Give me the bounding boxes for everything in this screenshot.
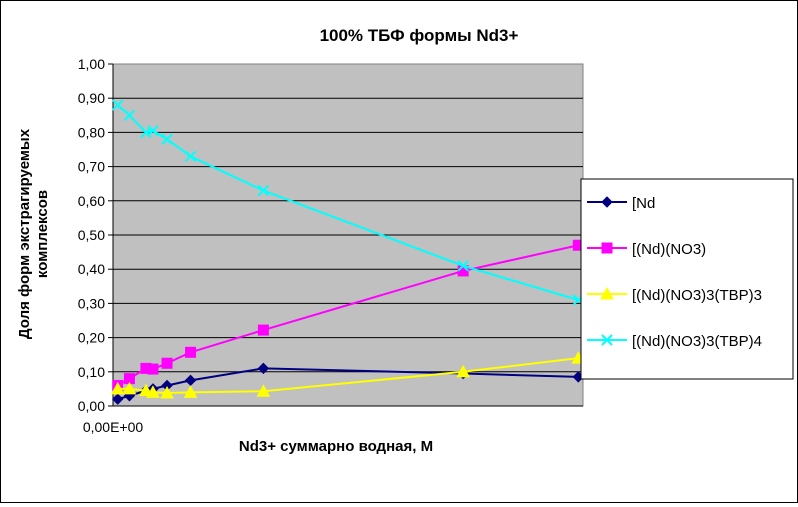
legend-box	[580, 178, 794, 380]
series-point	[110, 381, 125, 395]
legend-items: [Nd [(Nd)(NO3) [(Nd)(NO3)3(TBP)3 [(Nd)(NO3)…	[587, 195, 762, 350]
legend-entry: [(Nd)(NO3)3(TBP)4	[587, 333, 762, 350]
y-tick-label: 0,00	[78, 398, 105, 414]
y-tick-label: 0,90	[78, 90, 105, 106]
series-point	[147, 124, 159, 137]
legend-entry: [(Nd)(NO3)3(TBP)3	[587, 286, 762, 304]
series-3	[110, 351, 586, 399]
legend-label: [(Nd)(NO3)3(TBP)3	[632, 287, 762, 304]
series-point	[457, 260, 469, 272]
legend-label: [Nd	[632, 195, 655, 212]
series-point	[161, 133, 173, 145]
legend-entry: [(Nd)(NO3)	[587, 241, 706, 258]
series-point	[122, 381, 137, 395]
series-point	[257, 184, 270, 197]
series-point	[257, 324, 269, 336]
series-point	[183, 385, 198, 398]
legend-swatch-marker	[601, 196, 613, 208]
chart-title: 100% ТБФ формы Nd3+	[320, 26, 519, 45]
y-axis-label-line-1: Доля форм экстрагируемых	[16, 128, 33, 339]
legend-swatch-marker	[600, 286, 614, 300]
legend-label: [(Nd)(NO3)3(TBP)4	[632, 333, 762, 350]
y-tick-label: 0,80	[78, 124, 105, 140]
legend-label: [(Nd)(NO3)	[632, 241, 706, 258]
series-point	[184, 150, 197, 163]
y-tick-label: 0,50	[78, 227, 105, 243]
y-axis-label: Доля форм экстрагируемых комплексов	[16, 128, 51, 339]
y-tick-label: 0,30	[78, 295, 105, 311]
series-point	[160, 385, 174, 399]
y-tick-label: 0,60	[78, 193, 105, 209]
series-point	[256, 384, 271, 397]
y-axis-label-line-2: комплексов	[34, 190, 51, 278]
series-point	[111, 393, 124, 405]
series-point	[257, 362, 270, 375]
series-point	[456, 364, 470, 378]
legend-swatch-marker	[601, 334, 613, 346]
x-tick-label: 0,00E+00	[83, 419, 144, 435]
y-tick-label: 0,70	[78, 159, 105, 175]
series-point	[185, 346, 197, 358]
legend-entry: [Nd	[587, 195, 655, 212]
gridlines	[113, 97, 583, 373]
x-axis-label: Nd3+ суммарно водная, М	[239, 438, 433, 455]
series-point	[146, 385, 160, 398]
series-point	[147, 363, 159, 375]
y-tick-label: 0,40	[78, 261, 105, 277]
y-tick-label: 0,10	[78, 364, 105, 380]
legend: [Nd [(Nd)(NO3) [(Nd)(NO3)3(TBP)3 [(Nd)(NO3)…	[580, 178, 794, 380]
y-tick-label: 1,00	[78, 56, 105, 72]
series-point	[123, 109, 136, 122]
y-ticks: 0,00 0,10 0,20 0,30 0,40 0,50 0,60 0,70 0,80 0,90…	[78, 56, 583, 414]
y-tick-label: 0,20	[78, 330, 105, 346]
legend-swatch-marker	[601, 242, 613, 254]
series-point	[161, 357, 173, 369]
series-layer	[110, 99, 586, 405]
series-point	[111, 99, 124, 111]
